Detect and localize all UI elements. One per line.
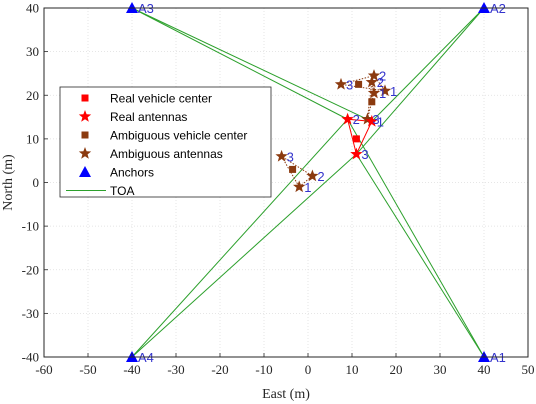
x-tick-label: 50 [522, 362, 535, 377]
ambiguous-antenna [361, 112, 374, 125]
real-antenna-label: 2 [353, 112, 360, 127]
legend-triangle-icon [79, 166, 91, 177]
tick-labels: -60 -50 -40 -30 -20 -10 0 10 20 30 40 50-40-30-20-1… [22, 1, 535, 378]
y-tick-label: -10 [22, 219, 39, 234]
real-antenna [350, 147, 363, 160]
x-tick-label: 30 [434, 362, 447, 377]
ambiguous-antenna [293, 180, 306, 193]
y-tick-label: -20 [22, 262, 39, 277]
ambiguous-vehicle-outline [340, 75, 387, 92]
ambiguous-antenna [306, 169, 319, 182]
x-tick-label: 0 [305, 362, 312, 377]
x-tick-label: -30 [167, 362, 184, 377]
legend-entry-label: Real antennas [110, 110, 187, 124]
real-antenna-label: 1 [377, 114, 384, 129]
ambiguous-antenna-label: 3 [287, 149, 294, 164]
ambiguous-antenna [275, 149, 288, 162]
y-tick-label: 0 [33, 175, 40, 190]
x-axis-label: East (m) [262, 387, 310, 402]
ambiguous-antenna [367, 69, 381, 81]
y-axis-label: North (m) [1, 154, 16, 211]
ambiguous-antenna-label: 3 [372, 112, 379, 127]
real-vehicle-center [352, 135, 360, 143]
real-antenna [365, 114, 378, 127]
ambiguous-antenna [334, 77, 348, 90]
legend-entry-label: Ambiguous vehicle center [110, 129, 247, 143]
ambiguous-antenna [365, 75, 378, 88]
real-antenna-label: 3 [361, 147, 368, 162]
ambiguous-antenna-label: 1 [379, 86, 386, 101]
legend-entry-label: Anchors [110, 166, 154, 180]
x-tick-label: -20 [211, 362, 228, 377]
ambiguous-antenna-label: 2 [317, 169, 324, 184]
x-tick-label: -40 [123, 362, 140, 377]
legend: Real vehicle center Real antennas Ambiguou… [59, 86, 272, 198]
x-tick-label: 40 [478, 362, 491, 377]
x-tick-label: 10 [346, 362, 359, 377]
x-tick-label: 20 [390, 362, 403, 377]
ambiguous-vehicle-center [355, 80, 363, 88]
x-tick-label: -60 [35, 362, 52, 377]
y-tick-label: -30 [22, 306, 39, 321]
ambiguous-antenna [378, 84, 392, 97]
legend-star-icon [78, 110, 92, 122]
ambiguous-antenna-label: 1 [304, 180, 311, 195]
ambiguous-antenna [367, 86, 381, 99]
y-tick-label: 30 [26, 44, 39, 59]
ambiguous-antenna-label: 1 [390, 84, 397, 99]
x-tick-label: -50 [79, 362, 96, 377]
legend-entry-label: Real vehicle center [110, 92, 212, 106]
ambiguous-antenna-label: 3 [346, 77, 353, 92]
toa-line [347, 118, 485, 358]
toa-line [356, 7, 485, 155]
toa-line [355, 153, 485, 358]
ambiguous-vehicle-center [368, 98, 376, 106]
legend-square-icon [81, 94, 89, 102]
ambiguous-antenna-label: 2 [377, 75, 384, 90]
toa-line [131, 7, 348, 120]
legend-entry-label: TOA [110, 184, 134, 198]
toa-line [131, 7, 373, 122]
legend-square-icon [81, 131, 89, 139]
toa-line [131, 153, 357, 358]
ambiguous-antenna-label: 2 [379, 69, 386, 84]
legend-star-icon [78, 147, 92, 159]
real-vehicle-outline [346, 118, 373, 156]
toa-line [371, 7, 485, 122]
toa-lines [131, 7, 485, 358]
legend-box [59, 86, 272, 198]
x-tick-label: -10 [255, 362, 272, 377]
y-tick-label: 10 [26, 131, 39, 146]
vehicle-outlines [281, 75, 387, 188]
legend-entry-label: Ambiguous antennas [110, 147, 223, 161]
ambiguous-vehicle-center [289, 165, 297, 173]
y-tick-label: -40 [22, 350, 39, 365]
y-tick-label: 40 [26, 1, 39, 16]
y-tick-label: 20 [26, 88, 39, 103]
real-antenna [341, 112, 354, 125]
toa-line [131, 118, 348, 358]
